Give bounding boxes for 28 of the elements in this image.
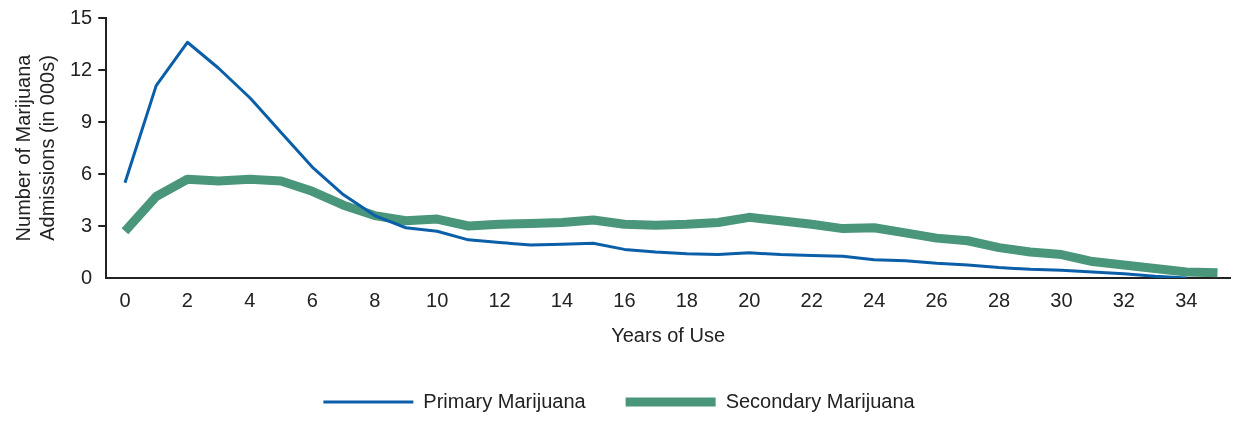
x-tick-label: 32 [1112, 288, 1135, 311]
y-tick-label: 6 [81, 161, 93, 184]
y-tick-label: 12 [70, 57, 93, 80]
x-tick-label: 16 [613, 288, 636, 311]
legend-label: Primary Marijuana [423, 389, 587, 412]
y-tick-label: 3 [81, 213, 93, 236]
x-tick-label: 8 [369, 288, 381, 311]
x-tick-label: 28 [987, 288, 1011, 311]
x-tick-label: 10 [426, 288, 449, 311]
legend-label: Secondary Marijuana [725, 389, 916, 412]
x-tick-label: 14 [550, 288, 574, 311]
x-tick-label: 4 [244, 288, 256, 311]
x-tick-label: 22 [800, 288, 823, 311]
x-tick-label: 26 [925, 288, 948, 311]
y-tick-label: 15 [70, 5, 93, 28]
x-tick-label: 20 [738, 288, 761, 311]
x-tick-label: 6 [306, 288, 318, 311]
x-tick-label: 30 [1050, 288, 1073, 311]
x-tick-label: 24 [863, 288, 886, 311]
x-tick-label: 0 [119, 288, 131, 311]
y-tick-label: 0 [81, 265, 93, 288]
x-tick-label: 12 [488, 288, 511, 311]
y-axis-title: Number of Marijuana Admissions (in 000s) [11, 53, 58, 242]
x-axis-title: Years of Use [611, 323, 726, 346]
y-tick-label: 9 [81, 109, 93, 132]
x-tick-label: 34 [1175, 288, 1198, 311]
x-tick-label: 2 [181, 288, 193, 311]
x-tick-label: 18 [675, 288, 698, 311]
